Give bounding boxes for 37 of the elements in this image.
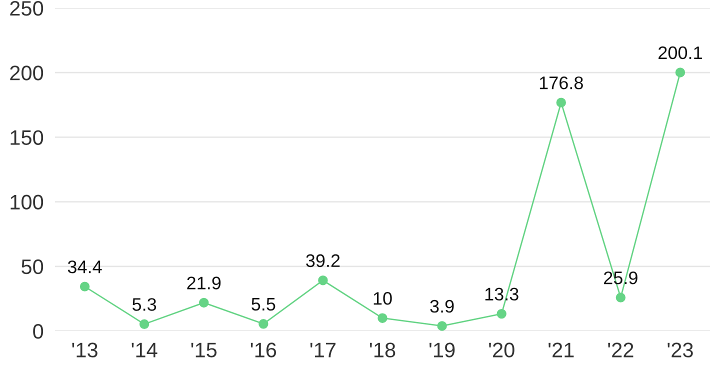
x-tick-label: '22 [608, 342, 634, 358]
x-tick-label: '13 [72, 342, 98, 358]
point [318, 275, 328, 286]
point [675, 68, 686, 78]
x-tick-label: '14 [132, 342, 158, 358]
x-tick-label: '18 [370, 342, 396, 358]
x-tick-label: '16 [250, 342, 276, 358]
data-label: 21.9 [187, 276, 221, 290]
x-tick-label: '17 [310, 342, 336, 358]
point [80, 282, 90, 292]
data-label: 5.3 [132, 298, 156, 311]
x-tick-label: '15 [191, 342, 217, 358]
y-tick-label: 50 [22, 259, 44, 274]
x-tick-label: '21 [548, 342, 574, 358]
point [378, 313, 388, 323]
x-tick-label: '20 [489, 342, 514, 358]
data-label: 34.4 [68, 260, 102, 274]
x-tick-label: '19 [430, 342, 455, 358]
point [616, 292, 626, 302]
point [139, 319, 150, 330]
data-label: 176.8 [540, 76, 583, 90]
data-label: 10 [374, 292, 392, 305]
y-tick-label: 200 [10, 66, 44, 80]
point [199, 298, 209, 308]
y-tick-label: 250 [10, 1, 44, 16]
x-tick-label: '23 [668, 342, 693, 358]
point [258, 319, 268, 329]
point [437, 321, 447, 331]
data-label: 39.2 [306, 254, 340, 268]
y-tick-label: 0 [33, 324, 44, 339]
point [556, 98, 566, 108]
point [496, 308, 506, 319]
data-label: 200.1 [658, 46, 702, 60]
y-tick-label: 100 [10, 194, 44, 210]
data-label: 5.5 [252, 298, 276, 311]
y-tick-label: 150 [10, 130, 44, 145]
data-label: 3.9 [430, 300, 454, 313]
